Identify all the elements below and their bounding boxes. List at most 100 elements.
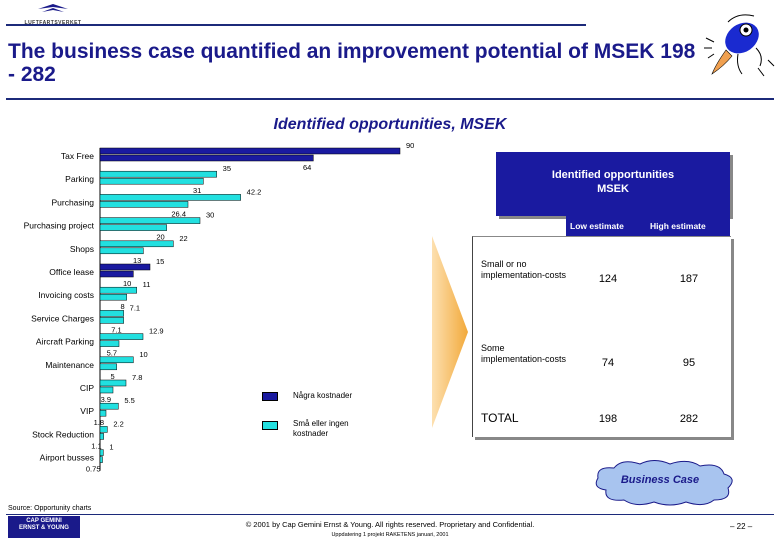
bar-high	[99, 310, 124, 317]
data-label-low: 13	[133, 256, 141, 265]
data-label-high: 22	[179, 234, 187, 243]
bar-high	[99, 333, 144, 340]
bar-high	[99, 263, 151, 271]
category-label: VIP	[80, 406, 94, 416]
legend-label-some-costs: Några kostnader	[293, 391, 353, 400]
data-label-low: 8	[120, 302, 124, 311]
category-label: Aircraft Parking	[36, 337, 94, 347]
data-label-high: 90	[406, 141, 414, 150]
summary-row-low: 124	[598, 273, 618, 285]
data-label-high: 10	[139, 350, 147, 359]
update-note: Uppdatering 1 projekt RAKETENS januari, …	[331, 532, 449, 538]
summary-row-high: 187	[679, 273, 699, 285]
data-label-high: 7.1	[130, 303, 140, 312]
bar-high	[99, 194, 241, 201]
category-label: Stock Reduction	[32, 429, 94, 439]
data-label-low: 31	[193, 186, 201, 195]
bar-low	[99, 363, 117, 371]
bar-high	[99, 240, 174, 248]
bar-low	[99, 317, 124, 324]
summary-title-line2: MSEK	[597, 183, 629, 195]
summary-column-headers: Low estimate High estimate	[566, 216, 730, 236]
page-number: – 22 –	[730, 522, 753, 531]
cloud-label: Business Case	[620, 474, 700, 486]
bar-low	[99, 270, 134, 278]
chart-subtitle: Identified opportunities, MSEK	[273, 116, 507, 133]
data-label-low: 0.75	[86, 465, 101, 474]
summary-title-line1: Identified opportunities	[551, 169, 675, 181]
col-header-high: High estimate	[650, 221, 706, 231]
bar-low	[99, 433, 104, 440]
bar-high	[99, 426, 108, 433]
data-label-high: 15	[156, 257, 164, 266]
summary-row-label: Some implementation-costs	[481, 343, 567, 364]
source-note: Source: Opportunity charts	[8, 505, 92, 512]
category-label: Parking	[65, 174, 94, 184]
data-label-low: 3.9	[101, 395, 111, 404]
data-label-low: 20	[156, 233, 164, 242]
summary-header: Identified opportunities MSEK	[496, 152, 730, 216]
data-label-low: 7.1	[111, 325, 121, 334]
data-label-high: 42.2	[247, 187, 262, 196]
business-case-cloud-icon	[595, 460, 733, 506]
opportunities-bar-chart: Tax Free 90 64 Parking 35 31 Purchasing 42.2 26.…	[24, 141, 415, 474]
data-label-low: 64	[303, 163, 311, 172]
summary-row-label: TOTAL	[481, 411, 519, 425]
bar-low	[99, 247, 144, 255]
data-label-low: 26.4	[171, 209, 186, 218]
category-label: Purchasing project	[24, 221, 95, 231]
bar-low	[99, 201, 189, 208]
rocket-mascot-icon	[704, 14, 775, 77]
luftfartsverket-logo: LUFTFARTSVERKET	[8, 2, 98, 26]
data-label-high: 5.5	[124, 396, 134, 405]
data-label-high: 1	[109, 443, 113, 452]
bar-high	[99, 170, 217, 178]
category-label: Tax Free	[61, 151, 94, 161]
page-title: The business case quantified an improvem…	[8, 40, 696, 86]
logo-line1: CAP GEMINI	[26, 518, 62, 524]
summary-row-high: 95	[682, 357, 696, 369]
data-label-low: 1.1	[91, 441, 101, 450]
data-label-high: 30	[206, 211, 214, 220]
category-label: Shops	[70, 244, 94, 254]
col-header-low: Low estimate	[570, 221, 624, 231]
data-label-high: 11	[143, 280, 151, 289]
category-label: CIP	[80, 383, 95, 393]
title-rule	[6, 98, 774, 100]
data-label-high: 7.8	[132, 373, 142, 382]
logo-line2: ERNST & YOUNG	[19, 525, 69, 531]
bar-low	[99, 154, 314, 162]
cap-gemini-logo: CAP GEMINI ERNST & YOUNG	[8, 516, 80, 538]
summary-row-low: 74	[601, 357, 615, 369]
data-label-low: 5	[110, 372, 114, 381]
bar-high	[99, 147, 401, 155]
bar-low	[99, 456, 103, 463]
category-label: Maintenance	[45, 360, 94, 370]
bar-low	[99, 293, 127, 301]
legend-swatch-no-costs	[262, 421, 278, 430]
data-label-high: 12.9	[149, 327, 164, 336]
category-label: Airport busses	[40, 453, 94, 463]
bar-high	[99, 217, 201, 224]
legend-label-no-costs: Små eller ingen kostnader	[293, 419, 349, 438]
bar-low	[99, 409, 107, 417]
category-label: Invoicing costs	[38, 290, 94, 300]
data-label-low: 10	[123, 279, 131, 288]
summary-table: Small or no implementation-costs 124 187…	[472, 236, 731, 437]
category-label: Service Charges	[31, 313, 94, 323]
bar-low	[99, 224, 167, 231]
data-label-high: 35	[223, 164, 231, 173]
chevron-arrow-icon	[432, 236, 468, 428]
copyright-text: © 2001 by Cap Gemini Ernst & Young. All …	[245, 520, 535, 529]
bar-high	[99, 286, 137, 294]
data-label-low: 5.7	[107, 349, 117, 358]
bar-low	[99, 340, 120, 347]
bar-high	[99, 356, 134, 364]
bar-high	[99, 449, 104, 456]
header-rule	[6, 24, 586, 26]
category-label: Purchasing	[51, 197, 94, 207]
legend-swatch-some-costs	[262, 392, 278, 401]
bar-low	[99, 177, 204, 185]
logo-text: LUFTFARTSVERKET	[24, 20, 82, 26]
data-label-low: 1.8	[94, 418, 104, 427]
